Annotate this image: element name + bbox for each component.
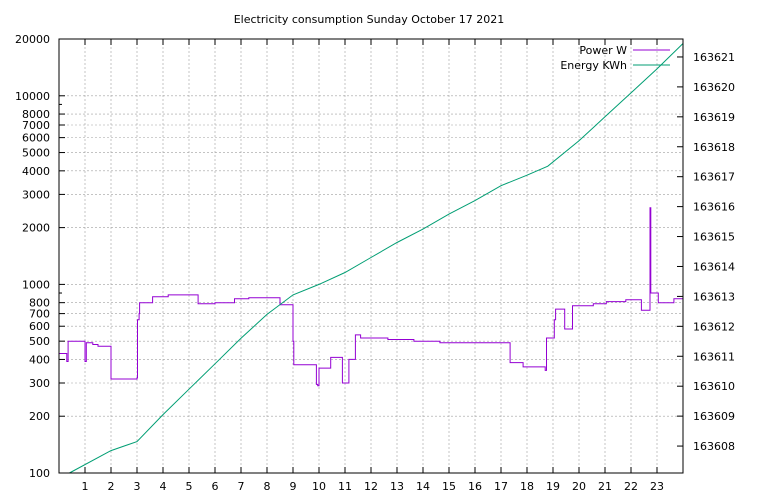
x-tick-label: 9 [290,480,297,493]
x-tick-label: 1 [82,480,89,493]
x-tick-label: 20 [572,480,586,493]
x-tick-label: 2 [108,480,115,493]
chart-title: Electricity consumption Sunday October 1… [234,13,505,26]
tick-labels: 1 2 3 4 5 6 7 8 9 10 11 12 13 14 15 16 17 18 19 20 21 22 23100… [15,33,735,493]
y-right-tick-label: 163616 [693,201,735,214]
y-left-tick-label: 800 [29,297,50,310]
y-right-tick-label: 163612 [693,320,735,333]
grid [59,38,683,474]
y-right-tick-label: 163608 [693,440,735,453]
y-right-tick-label: 163618 [693,141,735,154]
x-tick-label: 13 [390,480,404,493]
y-right-tick-label: 163615 [693,231,735,244]
x-tick-label: 23 [650,480,664,493]
x-tick-label: 8 [264,480,271,493]
y-left-tick-label: 200 [29,410,50,423]
y-left-tick-label: 20000 [15,33,50,46]
y-left-tick-label: 300 [29,377,50,390]
x-tick-label: 21 [598,480,612,493]
x-tick-label: 4 [160,480,167,493]
x-tick-label: 3 [134,480,141,493]
y-left-tick-label: 7000 [22,119,50,132]
series-layer [59,43,684,474]
x-tick-label: 17 [494,480,508,493]
y-right-tick-label: 163613 [693,290,735,303]
y-left-tick-label: 500 [29,335,50,348]
y-left-tick-label: 2000 [22,222,50,235]
y-right-tick-label: 163619 [693,111,735,124]
y-right-tick-label: 163610 [693,380,735,393]
y-left-tick-label: 3000 [22,188,50,201]
legend-label: Power W [579,44,627,57]
y-left-tick-label: 5000 [22,147,50,160]
x-tick-label: 16 [468,480,482,493]
y-left-tick-label: 8000 [22,108,50,121]
y-left-tick-label: 100 [29,467,50,480]
y-right-tick-label: 163609 [693,410,735,423]
ticks [59,38,683,474]
y-right-tick-label: 163617 [693,171,735,184]
y-left-tick-label: 700 [29,308,50,321]
y-left-tick-label: 6000 [22,132,50,145]
y-right-tick-label: 163611 [693,350,735,363]
x-tick-label: 7 [238,480,245,493]
legend: Power W Energy KWh [560,44,670,72]
legend-label: Energy KWh [560,59,627,72]
x-tick-label: 5 [186,480,193,493]
y-right-tick-label: 163620 [693,81,735,94]
x-tick-label: 12 [364,480,378,493]
x-tick-label: 6 [212,480,219,493]
x-tick-label: 11 [338,480,352,493]
x-tick-label: 10 [312,480,326,493]
x-tick-label: 18 [520,480,534,493]
x-tick-label: 19 [546,480,560,493]
x-tick-label: 22 [624,480,638,493]
y-left-tick-label: 10000 [15,90,50,103]
series-line-1 [69,43,684,474]
y-right-tick-label: 163621 [693,51,735,64]
y-left-tick-label: 400 [29,353,50,366]
y-left-tick-label: 600 [29,320,50,333]
x-tick-label: 15 [442,480,456,493]
y-left-tick-label: 1000 [22,278,50,291]
x-tick-label: 14 [416,480,430,493]
y-left-tick-label: 4000 [22,165,50,178]
series-line-0 [59,207,683,387]
y-right-tick-label: 163614 [693,260,735,273]
